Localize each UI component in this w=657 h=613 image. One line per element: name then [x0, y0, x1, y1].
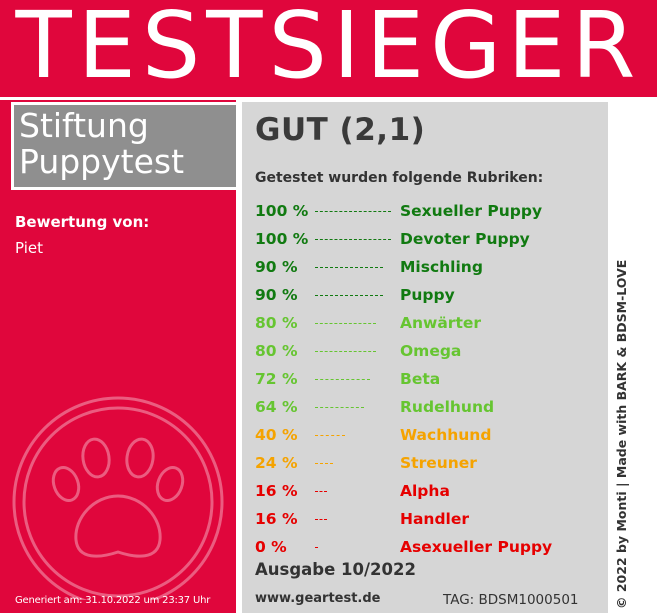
rating-category-name: Alpha — [400, 482, 450, 500]
rating-percent: 24 % — [255, 454, 298, 472]
rating-category-name: Beta — [400, 370, 441, 388]
rating-category-name: Rudelhund — [400, 398, 495, 416]
rating-category-name: Wachhund — [400, 426, 492, 444]
rating-bar — [315, 239, 391, 240]
issue-label: Ausgabe 10/2022 — [255, 560, 416, 579]
rating-percent: 0 % — [255, 538, 287, 556]
paw-icon — [12, 396, 224, 600]
rating-category-name: Mischling — [400, 258, 483, 276]
rating-percent: 72 % — [255, 370, 298, 388]
rating-row: 100 % Devoter Puppy — [255, 228, 605, 250]
rating-row: 90 % Puppy — [255, 284, 605, 306]
rating-row: 40 % Wachhund — [255, 424, 605, 446]
rating-row: 16 % Handler — [255, 508, 605, 530]
rating-bar — [315, 491, 327, 492]
categories-heading: Getestet wurden folgende Rubriken: — [255, 170, 544, 186]
rating-percent: 16 % — [255, 482, 298, 500]
rating-percent: 64 % — [255, 398, 298, 416]
rating-category-name: Puppy — [400, 286, 455, 304]
rating-bar — [315, 267, 383, 268]
rating-bar — [315, 379, 370, 380]
rating-percent: 90 % — [255, 258, 298, 276]
rating-row: 16 % Alpha — [255, 480, 605, 502]
rating-bar — [315, 323, 376, 324]
rating-row: 24 % Streuner — [255, 452, 605, 474]
brand-box: Stiftung Puppytest — [11, 102, 236, 190]
rating-bar — [315, 435, 345, 436]
rating-category-name: Anwärter — [400, 314, 482, 332]
rating-row: 80 % Omega — [255, 340, 605, 362]
page-title: TESTSIEGER — [15, 0, 642, 99]
rating-bar — [315, 519, 327, 520]
rating-category-name: Streuner — [400, 454, 477, 472]
review-label: Bewertung von: — [15, 213, 150, 231]
rating-percent: 80 % — [255, 314, 298, 332]
credit-text: © 2022 by Monti | Made with BARK & BDSM-… — [614, 259, 629, 609]
rating-percent: 100 % — [255, 202, 309, 220]
website-label: www.geartest.de — [255, 591, 381, 606]
generated-timestamp: Generiert am: 31.10.2022 um 23:37 Uhr — [15, 595, 211, 606]
reviewer-name: Piet — [15, 239, 43, 257]
rating-bar — [315, 463, 333, 464]
brand-name-line2: Puppytest — [19, 142, 185, 181]
brand-name-line1: Stiftung — [19, 106, 149, 145]
rating-category-name: Devoter Puppy — [400, 230, 530, 248]
rating-percent: 16 % — [255, 510, 298, 528]
rating-row: 72 % Beta — [255, 368, 605, 390]
rating-row: 80 % Anwärter — [255, 312, 605, 334]
rating-bar — [315, 211, 391, 212]
rating-percent: 90 % — [255, 286, 298, 304]
grade-result: GUT (2,1) — [255, 112, 426, 148]
rating-row: 0 % Asexueller Puppy — [255, 536, 605, 558]
header-band: TESTSIEGER — [0, 0, 657, 99]
rating-category-name: Omega — [400, 342, 462, 360]
rating-category-name: Handler — [400, 510, 470, 528]
rating-percent: 40 % — [255, 426, 298, 444]
rating-percent: 100 % — [255, 230, 309, 248]
rating-bar — [315, 295, 383, 296]
header-divider — [0, 97, 657, 100]
rating-category-name: Sexueller Puppy — [400, 202, 543, 220]
rating-row: 100 % Sexueller Puppy — [255, 200, 605, 222]
rating-bar — [315, 407, 364, 408]
tag-label: TAG: BDSM1000501 — [443, 592, 579, 608]
rating-category-name: Asexueller Puppy — [400, 538, 553, 556]
rating-row: 64 % Rudelhund — [255, 396, 605, 418]
rating-row: 90 % Mischling — [255, 256, 605, 278]
rating-bar — [315, 547, 318, 548]
rating-percent: 80 % — [255, 342, 298, 360]
left-panel: Stiftung Puppytest Bewertung von: Piet G… — [0, 100, 236, 613]
rating-bar — [315, 351, 376, 352]
result-panel: GUT (2,1) Getestet wurden folgende Rubri… — [242, 102, 608, 613]
